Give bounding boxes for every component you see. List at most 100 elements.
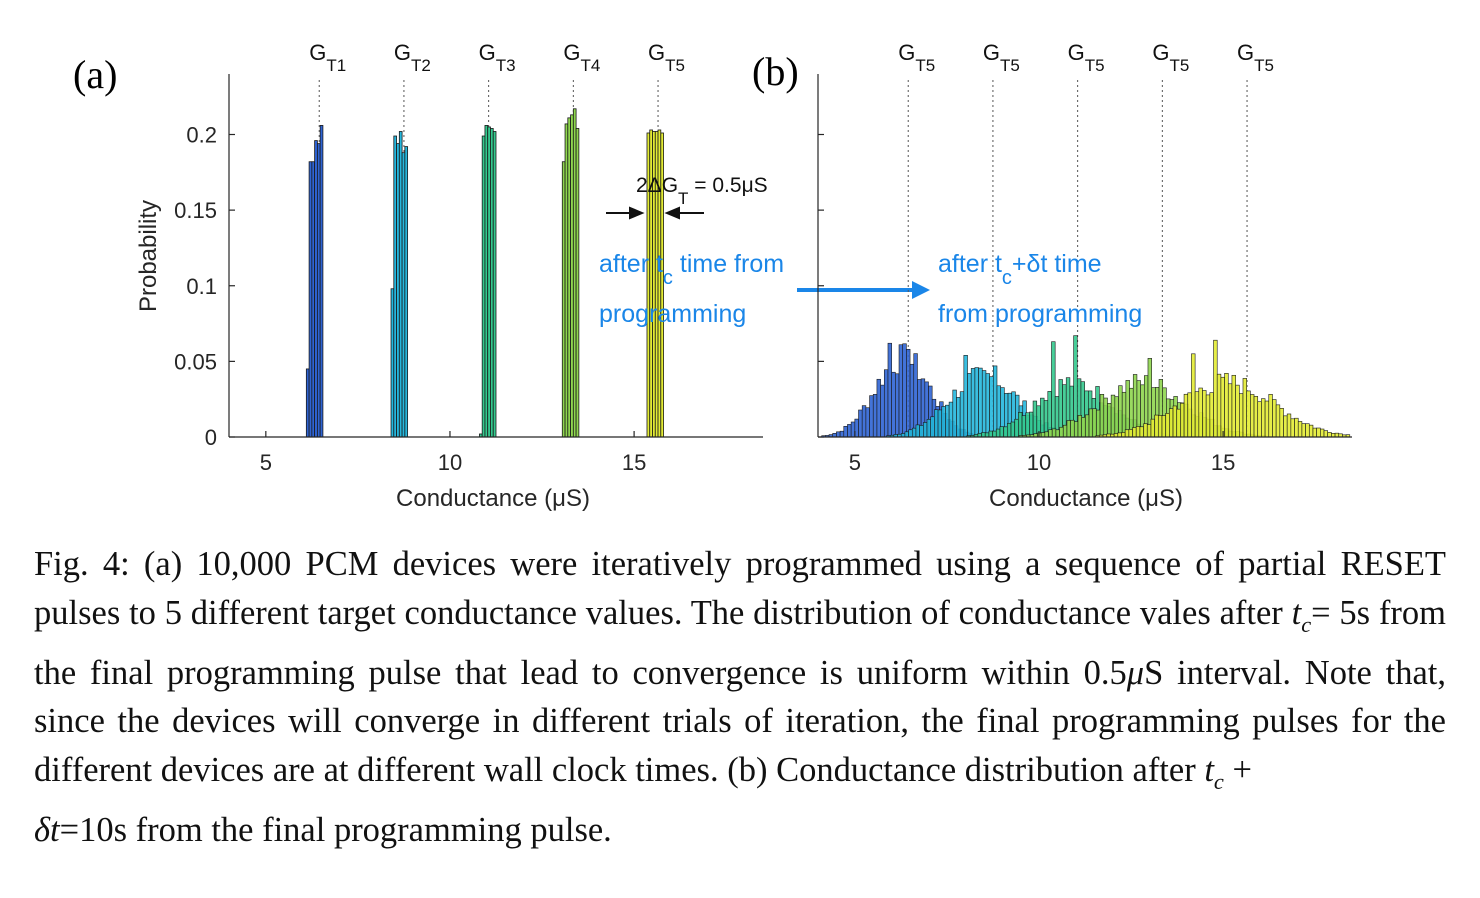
bar-b-GT5 — [1154, 414, 1159, 438]
target-label-a-2: GT3 — [479, 40, 516, 75]
bar-b-GT1 — [869, 395, 874, 438]
bar-b-GT2 — [945, 404, 950, 438]
bar-b-GT5 — [1301, 423, 1306, 438]
bar-b-GT1 — [913, 353, 918, 438]
bar-a-GT1-0 — [305, 368, 310, 438]
bar-b-GT3 — [984, 432, 990, 438]
bar-b-GT1 — [898, 344, 904, 438]
target-label-b-4: GT5 — [1237, 40, 1274, 75]
bar-a-GT3-5 — [492, 131, 497, 438]
transition-arrow — [797, 281, 930, 299]
bar-a-GT4-1 — [564, 123, 569, 438]
bar-b-GT3 — [1051, 341, 1056, 438]
figure: (a) (b) 5 10 15 0 0.05 0.1 0.15 0.2 GT1 GT2 GT3 GT… — [73, 40, 1352, 512]
bar-a-GT2-5 — [404, 146, 409, 438]
bar-b-GT3 — [1021, 415, 1027, 438]
target-label-a-4: GT5 — [648, 40, 685, 75]
bar-b-GT5 — [1194, 391, 1200, 438]
bar-b-GT5 — [1157, 415, 1163, 438]
bar-b-GT2 — [956, 397, 961, 438]
bar-b-GT3 — [995, 428, 1001, 438]
blue-note-b-1b: +δt time — [1012, 250, 1102, 278]
bar-b-GT5 — [1268, 394, 1273, 438]
bar-b-GT3 — [981, 432, 986, 438]
bar-b-GT2 — [908, 429, 913, 438]
bar-b-GT5 — [1294, 417, 1299, 438]
bar-b-GT5 — [1286, 413, 1292, 438]
xtick-label-a-0: 5 — [260, 450, 272, 475]
bar-b-GT5 — [1323, 430, 1328, 438]
bar-b-GT3 — [1018, 412, 1023, 438]
bar-b-GT4 — [1103, 397, 1108, 438]
panel-b-blue-note-line2: from programming — [938, 300, 1142, 328]
bar-b-GT5 — [1180, 402, 1185, 438]
bar-a-GT4-2 — [567, 117, 571, 438]
bar-b-GT5 — [1312, 427, 1317, 438]
bar-b-GT1 — [861, 405, 867, 438]
bar-a-GT3-1 — [481, 135, 486, 438]
ytick-label-a-0: 0 — [205, 425, 217, 450]
bar-b-GT5 — [1224, 373, 1229, 438]
bar-b-GT3 — [992, 430, 997, 438]
caption-tc2-sub: c — [1213, 768, 1224, 794]
bar-b-GT2 — [952, 389, 957, 438]
bar-b-GT4 — [1107, 403, 1112, 438]
bar-b-GT5 — [1198, 387, 1203, 438]
bar-a-GT2-3 — [398, 131, 403, 438]
target-label-a-0: GT1 — [309, 40, 346, 75]
bar-b-GT3 — [1032, 400, 1038, 438]
bar-b-GT5 — [1124, 429, 1130, 438]
bar-b-GT1 — [895, 373, 900, 438]
bar-b-GT5 — [1191, 353, 1196, 438]
bar-b-GT5 — [1172, 405, 1178, 438]
delta-label-prefix: 2ΔG — [636, 174, 678, 197]
bar-b-GT5 — [1146, 424, 1152, 438]
bar-b-GT2 — [963, 355, 968, 438]
caption-plus: + — [1223, 750, 1252, 789]
target-label-a-1: GT2 — [394, 40, 431, 75]
bar-b-GT1 — [872, 394, 878, 438]
xtick-label-a-1: 10 — [438, 450, 462, 475]
bar-b-GT4 — [1125, 380, 1130, 438]
figure-caption: Fig. 4: (a) 10,000 PCM devices were iter… — [34, 540, 1446, 855]
bar-b-GT5 — [1261, 398, 1266, 438]
bar-b-GT2 — [985, 373, 990, 438]
bar-b-GT5 — [1176, 408, 1181, 438]
target-label-b-0: GT5 — [898, 40, 935, 75]
bar-b-GT5 — [1235, 384, 1240, 438]
bar-b-GT1 — [909, 363, 915, 438]
caption-tc2-var: t — [1204, 750, 1214, 789]
bar-b-GT5 — [1117, 432, 1122, 438]
xtick-label-a-2: 15 — [622, 450, 646, 475]
caption-part3: S interval. Note that, since the devices… — [34, 653, 1447, 789]
bar-b-GT3 — [1025, 412, 1030, 438]
panel-b-histogram: 5 10 15 GT5 GT5 GT5 GT5 GT5 Conductance (μS) a… — [817, 40, 1352, 512]
ytick-label-a-3: 0.15 — [174, 198, 217, 223]
panel-a-ylabel: Probability — [135, 200, 162, 312]
caption-part2: = 5s from the final programming pulse th… — [34, 593, 1446, 692]
ytick-label-a-2: 0.1 — [186, 274, 217, 299]
bar-b-GT4 — [1114, 396, 1119, 438]
target-label-b-1: GT5 — [983, 40, 1020, 75]
bar-a-GT1-4 — [316, 143, 321, 438]
bar-b-GT5 — [1239, 393, 1244, 438]
bar-b-GT5 — [1305, 423, 1310, 438]
panel-a-blue-note-line1: after tc time from — [599, 250, 784, 289]
delta-annotation: 2ΔGT = 0.5μS — [636, 174, 768, 208]
bar-b-GT4 — [1096, 409, 1101, 438]
caption-part4: =10s from the final programming pulse. — [59, 811, 612, 850]
bar-b-GT5 — [1250, 394, 1255, 438]
bar-b-GT2 — [992, 365, 998, 438]
bar-b-GT2 — [981, 370, 987, 438]
bar-b-GT5 — [1202, 390, 1207, 438]
bar-b-GT1 — [880, 384, 885, 438]
bar-b-GT4 — [1085, 414, 1090, 438]
bar-b-GT3 — [1040, 397, 1045, 438]
bar-b-GT5 — [1183, 393, 1189, 438]
bar-b-GT3 — [1010, 421, 1015, 438]
blue-note-a-sub: c — [663, 267, 673, 289]
delta-label-sub: T — [678, 189, 688, 208]
target-label-b-3: GT5 — [1152, 40, 1189, 75]
caption-tc-var: t — [1291, 593, 1302, 632]
bar-b-GT4 — [1110, 394, 1116, 438]
